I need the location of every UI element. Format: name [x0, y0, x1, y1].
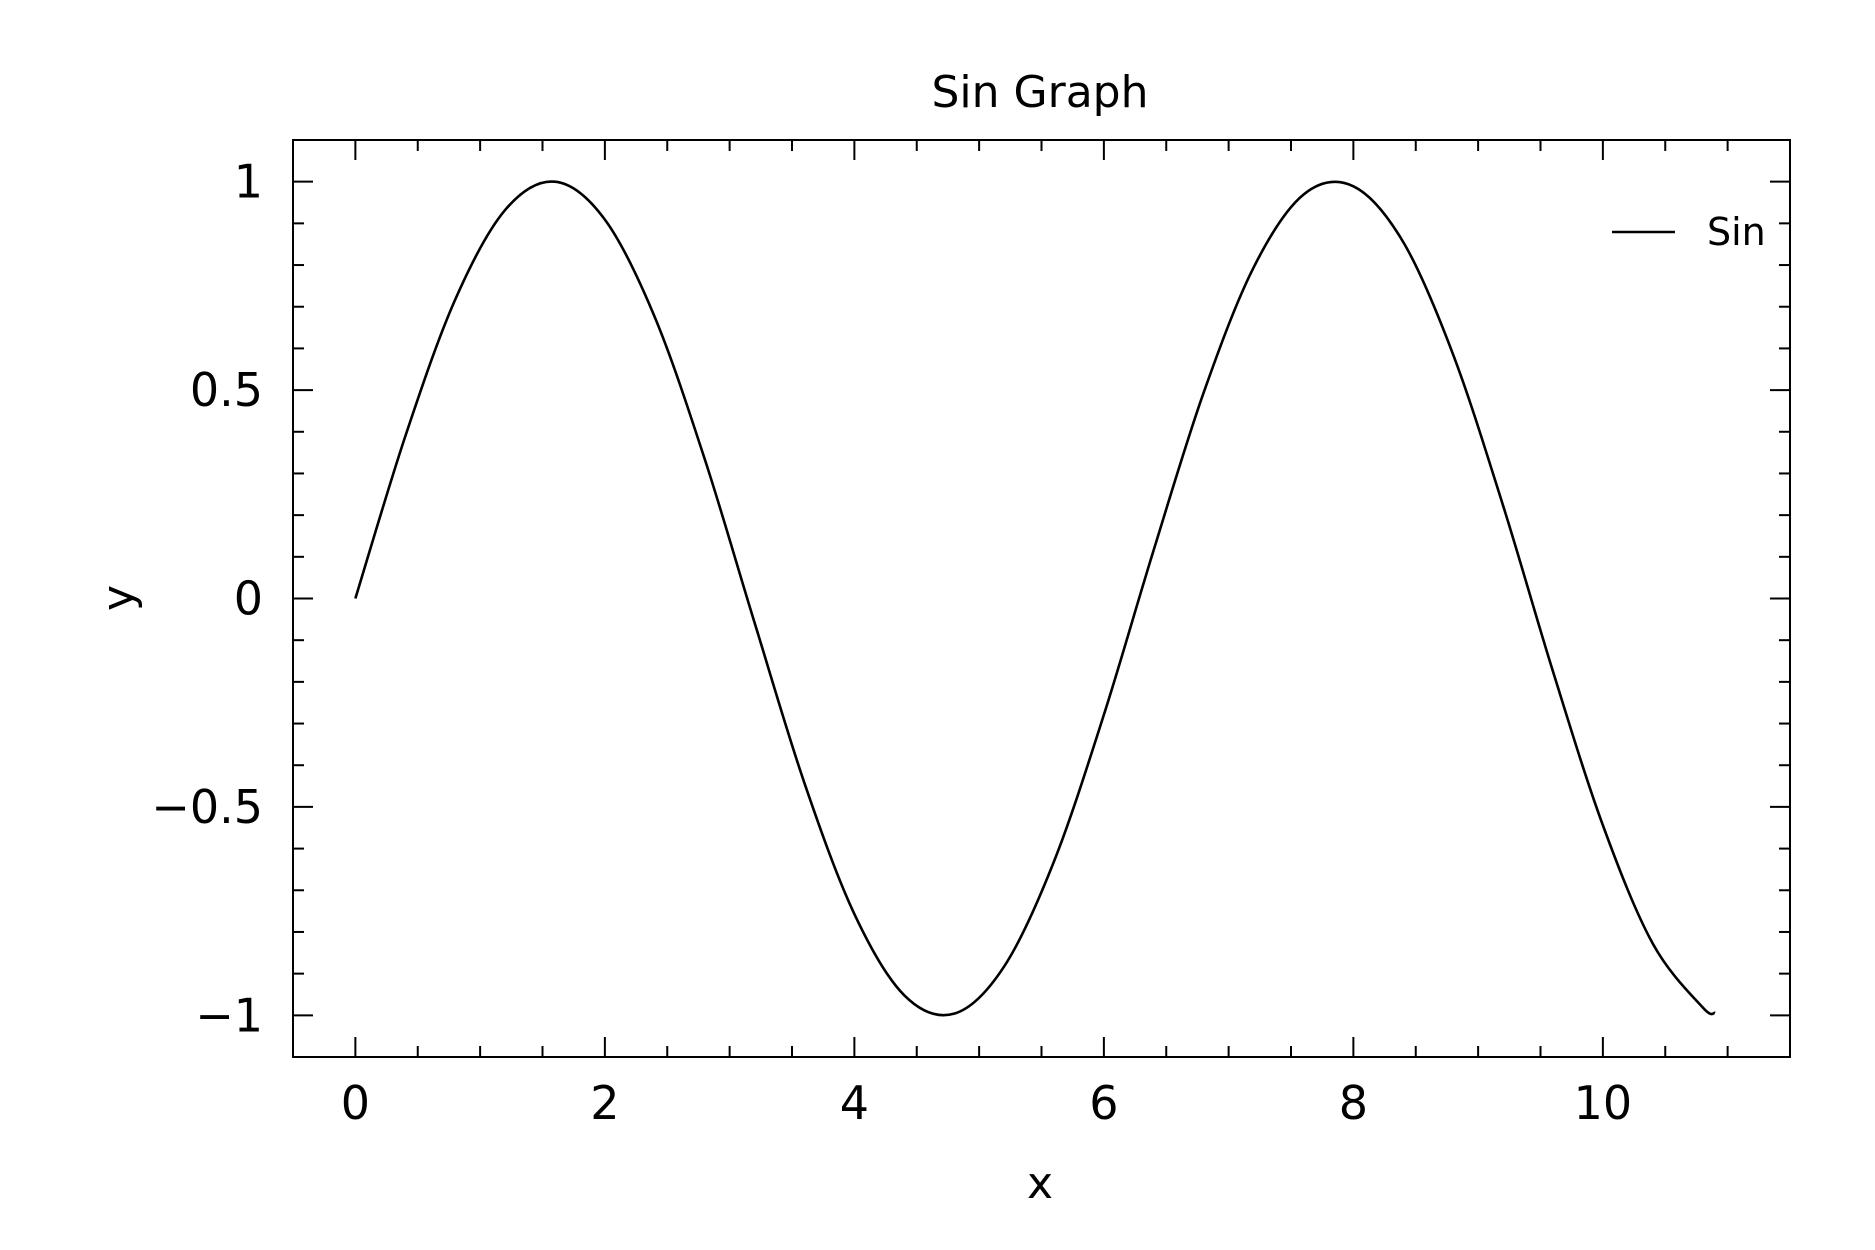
plot-frame — [292, 139, 1791, 1058]
x-tick-label: 4 — [840, 1076, 869, 1130]
y-axis-label: y — [93, 585, 144, 611]
legend-label-sin: Sin — [1707, 210, 1766, 254]
plot-area: 0 2 4 6 8 10 1 0.5 0 −0.5 −1 Sin — [151, 139, 1791, 1130]
series-line-sin — [354, 180, 1716, 1017]
y-tick-label: 0.5 — [190, 363, 263, 417]
x-tick-label: 10 — [1574, 1076, 1633, 1130]
y-tick-label: −0.5 — [151, 780, 263, 834]
x-tick-label: 0 — [341, 1076, 370, 1130]
y-tick-label: 0 — [234, 572, 263, 626]
legend: Sin — [1612, 210, 1766, 254]
y-tick-label: −1 — [195, 988, 263, 1042]
x-tick-label: 6 — [1089, 1076, 1118, 1130]
x-tick-label: 2 — [590, 1076, 619, 1130]
x-tick-label: 8 — [1339, 1076, 1368, 1130]
y-tick-label: 1 — [234, 155, 263, 209]
x-axis-label: x — [1027, 1158, 1053, 1209]
chart-title: Sin Graph — [932, 67, 1149, 118]
